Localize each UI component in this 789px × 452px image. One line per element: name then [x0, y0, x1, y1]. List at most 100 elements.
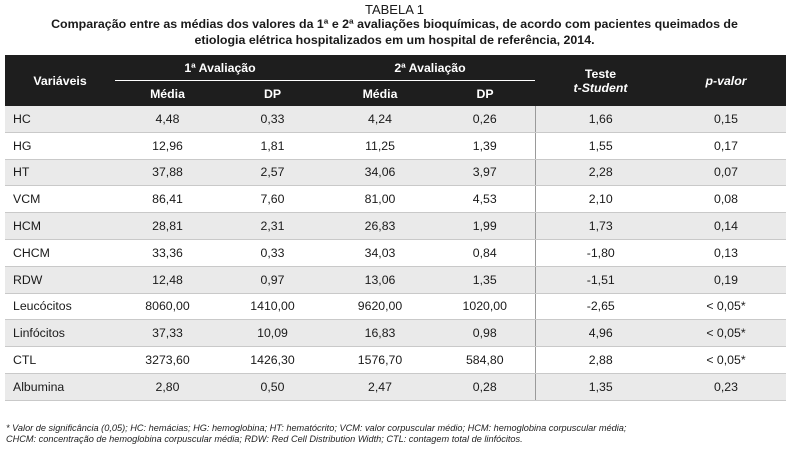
row-variable: CHCM	[5, 239, 115, 267]
table-row: CHCM 33,36 0,33 34,03 0,84 -1,80 0,13	[5, 239, 786, 267]
cell-t-student: -1,80	[534, 239, 666, 267]
cell-dp-1: 7,60	[220, 185, 325, 214]
cell-media-1: 8060,00	[115, 293, 220, 321]
table-label: TABELA 1	[364, 2, 424, 17]
cell-dp-1: 2,31	[220, 212, 325, 240]
cell-media-2: 26,83	[325, 212, 435, 240]
cell-dp-1: 1426,30	[220, 346, 325, 374]
cell-p-valor: 0,13	[666, 239, 786, 267]
cell-t-student: 2,10	[534, 185, 666, 214]
row-variable: HT	[5, 159, 115, 187]
row-variable: Leucócitos	[5, 293, 115, 321]
header-teste: Teste t-Student	[535, 55, 666, 106]
cell-dp-1: 0,33	[220, 106, 325, 133]
cell-media-2: 34,03	[325, 239, 435, 267]
header-teste-line-2: t-Student	[573, 80, 628, 95]
table-row: Linfócitos 37,33 10,09 16,83 0,98 4,96 <…	[5, 319, 786, 348]
header-variaveis: Variáveis	[5, 55, 115, 106]
cell-dp-2: 0,84	[435, 239, 535, 267]
footnote-line-2: CHCM: concentração de hemoglobina corpus…	[6, 434, 523, 444]
cell-media-2: 34,06	[325, 159, 435, 187]
cell-dp-2: 3,97	[435, 159, 535, 187]
row-variable: HCM	[5, 212, 115, 240]
cell-t-student: 1,35	[534, 373, 666, 401]
table-caption: Comparação entre as médias dos valores d…	[10, 16, 779, 48]
table-row: CTL 3273,60 1426,30 1576,70 584,80 2,88 …	[5, 346, 786, 374]
row-variable: HC	[5, 106, 115, 133]
cell-t-student: 1,73	[534, 212, 666, 240]
table-row: RDW 12,48 0,97 13,06 1,35 -1,51 0,19	[5, 266, 786, 294]
cell-media-1: 33,36	[115, 239, 220, 267]
row-variable: Albumina	[5, 373, 115, 401]
table-body: HC 4,48 0,33 4,24 0,26 1,66 0,15 HG 12,9…	[5, 106, 786, 401]
cell-media-1: 2,80	[115, 373, 220, 401]
cell-t-student: -1,51	[534, 266, 666, 294]
header-media-2: Média	[325, 80, 435, 106]
table-footnote: * Valor de significância (0,05); HC: hem…	[6, 423, 786, 445]
cell-p-valor: 0,17	[666, 132, 786, 160]
cell-p-valor: 0,07	[666, 159, 786, 187]
cell-media-2: 81,00	[325, 185, 435, 214]
data-table: Variáveis 1ª Avaliação 2ª Avaliação Test…	[5, 55, 786, 401]
cell-dp-2: 1,99	[435, 212, 535, 240]
cell-p-valor: 0,08	[666, 185, 786, 214]
header-media-1: Média	[115, 80, 220, 106]
cell-t-student: 2,28	[534, 159, 666, 187]
cell-t-student: -2,65	[534, 293, 666, 321]
header-avaliacao-1: 1ª Avaliação	[115, 55, 325, 81]
cell-dp-2: 1,35	[435, 266, 535, 294]
cell-dp-2: 4,53	[435, 185, 535, 214]
header-avaliacao-2: 2ª Avaliação	[325, 55, 535, 81]
cell-media-1: 28,81	[115, 212, 220, 240]
cell-p-valor: 0,15	[666, 106, 786, 133]
cell-t-student: 1,55	[534, 132, 666, 160]
row-variable: Linfócitos	[5, 319, 115, 348]
table-header: Variáveis 1ª Avaliação 2ª Avaliação Test…	[5, 55, 786, 106]
cell-media-1: 3273,60	[115, 346, 220, 374]
cell-media-1: 37,33	[115, 319, 220, 348]
cell-media-2: 16,83	[325, 319, 435, 348]
cell-dp-1: 1,81	[220, 132, 325, 160]
cell-dp-1: 1410,00	[220, 293, 325, 321]
caption-line-2: etiologia elétrica hospitalizados em um …	[194, 33, 595, 47]
cell-dp-1: 2,57	[220, 159, 325, 187]
cell-dp-1: 0,33	[220, 239, 325, 267]
table-row: VCM 86,41 7,60 81,00 4,53 2,10 0,08	[5, 185, 786, 214]
table-row: HC 4,48 0,33 4,24 0,26 1,66 0,15	[5, 106, 786, 133]
cell-dp-1: 0,50	[220, 373, 325, 401]
cell-dp-2: 1020,00	[435, 293, 535, 321]
header-dp-2: DP	[435, 80, 535, 106]
cell-media-1: 12,96	[115, 132, 220, 160]
cell-dp-2: 0,28	[435, 373, 535, 401]
caption-line-1: Comparação entre as médias dos valores d…	[51, 17, 738, 31]
cell-media-2: 2,47	[325, 373, 435, 401]
cell-p-valor: 0,14	[666, 212, 786, 240]
table-row: Leucócitos 8060,00 1410,00 9620,00 1020,…	[5, 293, 786, 321]
table-row: HG 12,96 1,81 11,25 1,39 1,55 0,17	[5, 132, 786, 160]
cell-p-valor: 0,23	[666, 373, 786, 401]
cell-media-2: 1576,70	[325, 346, 435, 374]
row-variable: VCM	[5, 185, 115, 214]
header-dp-1: DP	[220, 80, 325, 106]
cell-dp-2: 584,80	[435, 346, 535, 374]
cell-p-valor: 0,19	[666, 266, 786, 294]
cell-p-valor: < 0,05*	[666, 293, 786, 321]
row-variable: RDW	[5, 266, 115, 294]
cell-p-valor: < 0,05*	[666, 319, 786, 348]
cell-media-1: 37,88	[115, 159, 220, 187]
table-row: HCM 28,81 2,31 26,83 1,99 1,73 0,14	[5, 212, 786, 240]
cell-t-student: 2,88	[534, 346, 666, 374]
cell-dp-2: 0,26	[435, 106, 535, 133]
cell-media-1: 4,48	[115, 106, 220, 133]
cell-dp-1: 10,09	[220, 319, 325, 348]
table-row: HT 37,88 2,57 34,06 3,97 2,28 0,07	[5, 159, 786, 187]
cell-media-2: 13,06	[325, 266, 435, 294]
row-variable: CTL	[5, 346, 115, 374]
cell-media-2: 9620,00	[325, 293, 435, 321]
cell-dp-2: 0,98	[435, 319, 535, 348]
cell-dp-2: 1,39	[435, 132, 535, 160]
header-p-valor: p-valor	[666, 55, 786, 106]
cell-t-student: 4,96	[534, 319, 666, 348]
footnote-line-1: * Valor de significância (0,05); HC: hem…	[6, 423, 627, 433]
cell-media-1: 12,48	[115, 266, 220, 294]
